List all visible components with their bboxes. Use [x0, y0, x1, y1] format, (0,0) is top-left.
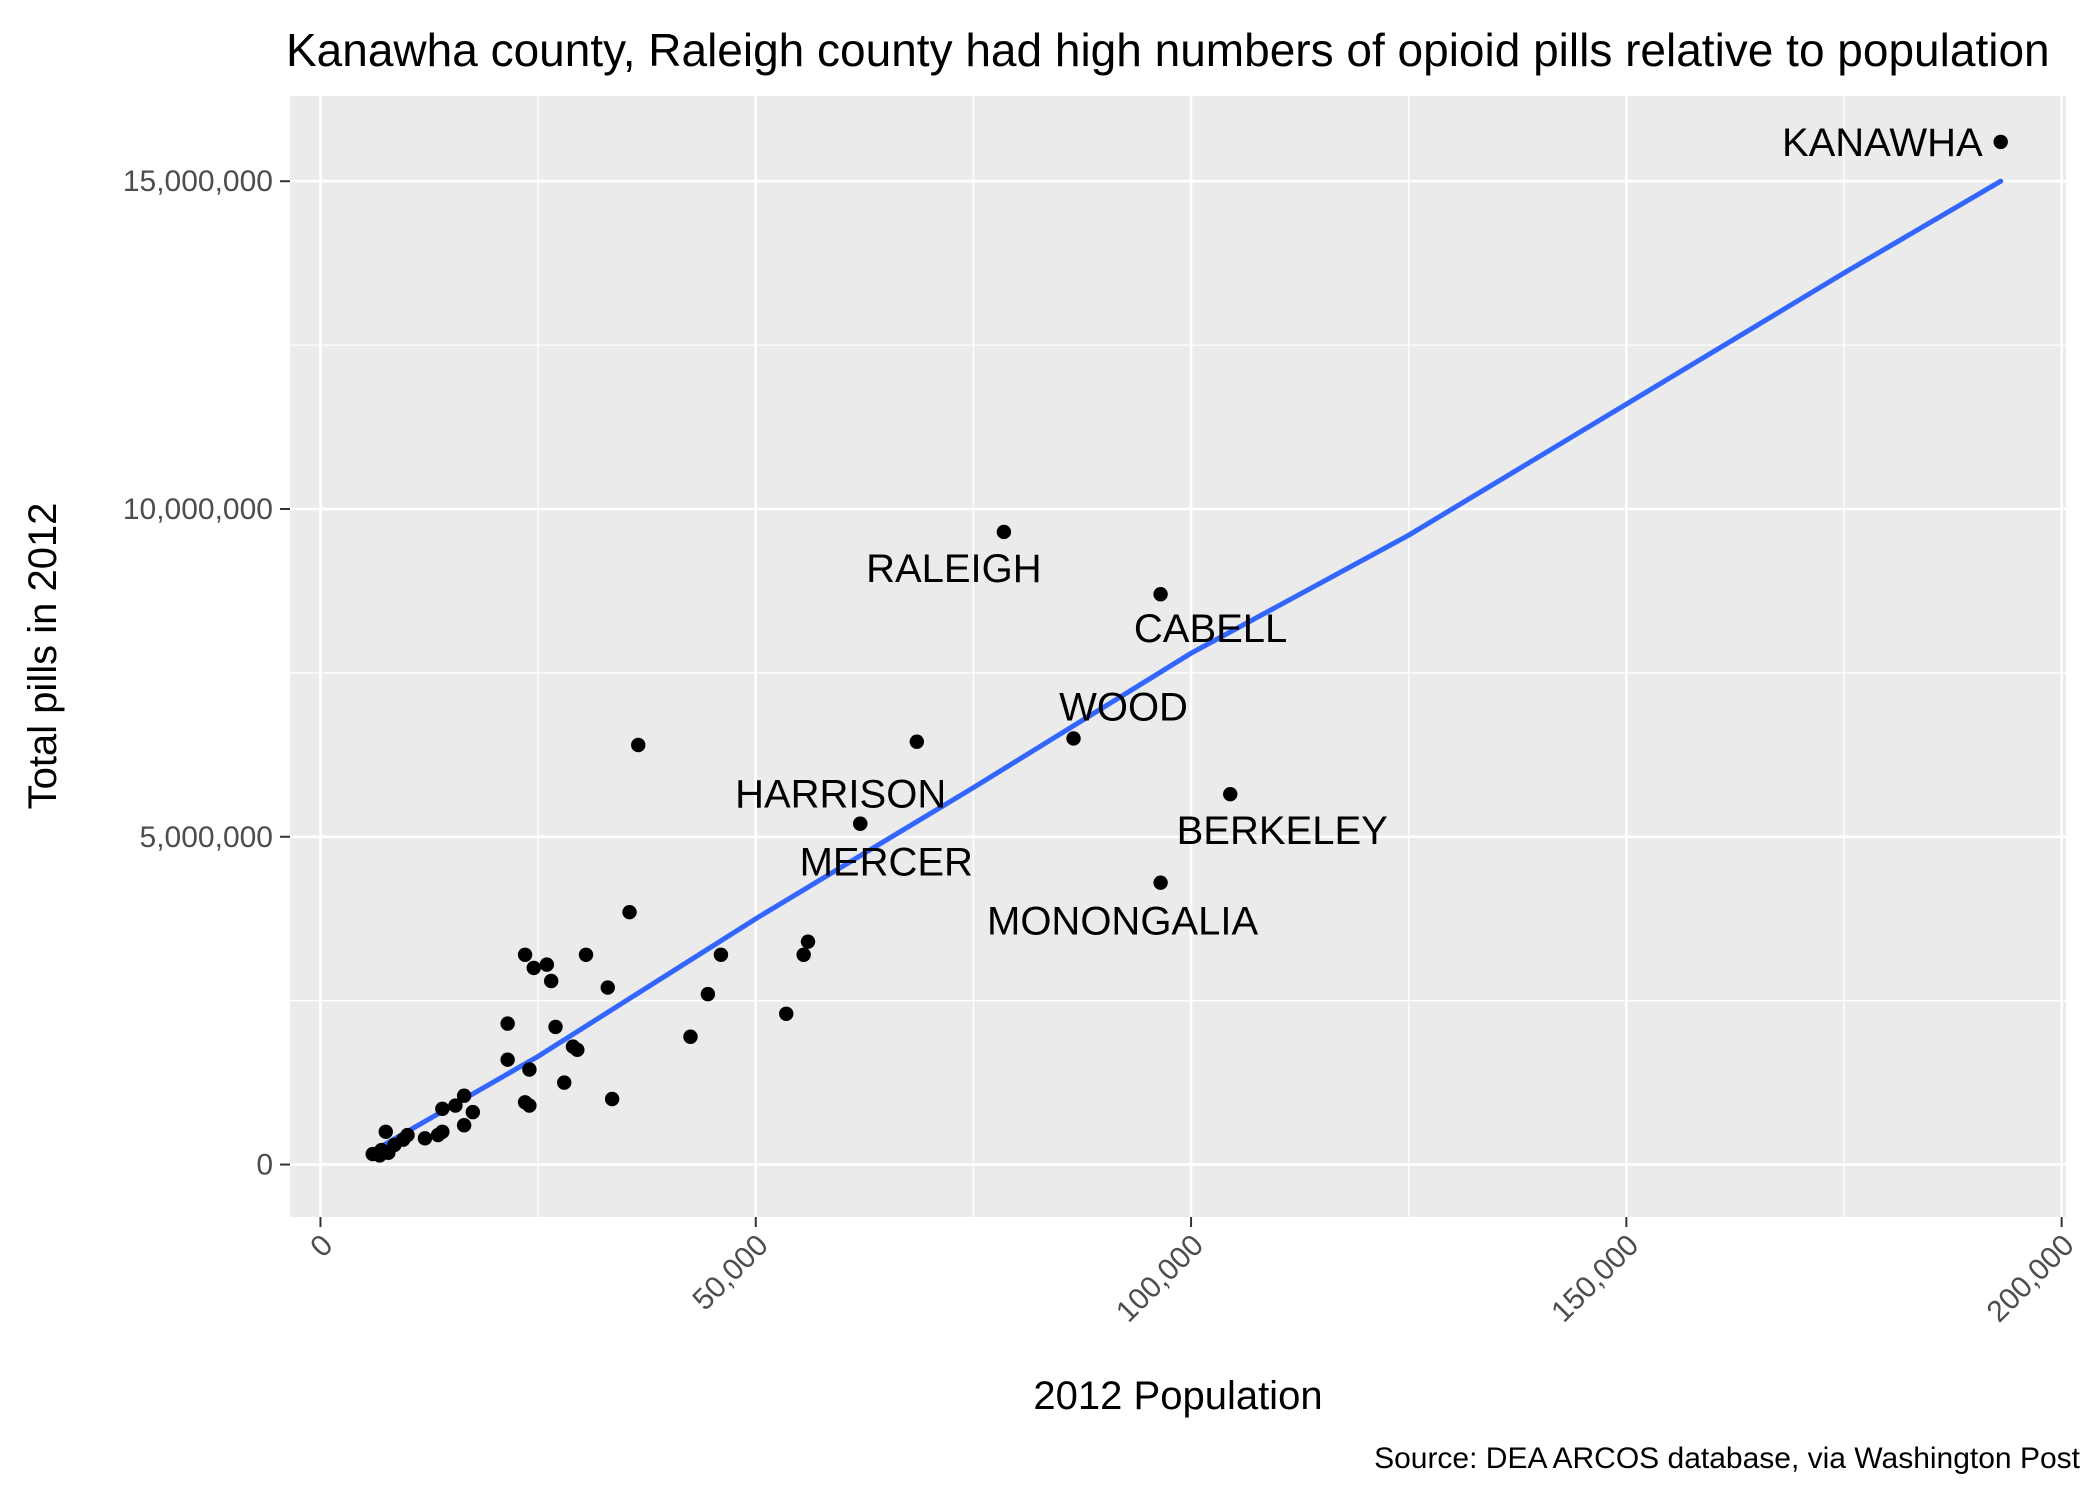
- data-point: [1153, 587, 1168, 602]
- data-point: [417, 1131, 433, 1146]
- data-point: [378, 1124, 393, 1139]
- data-point: [622, 904, 637, 920]
- data-point: [853, 816, 868, 831]
- x-tick-label: 200,000: [1981, 1229, 2081, 1329]
- x-axis-title: 2012 Population: [1033, 1374, 1322, 1418]
- data-point: [381, 1145, 396, 1160]
- plot-panel: KANAWHA RALEIGH CABELL WOOD HARRISON MERCER BE…: [290, 96, 2066, 1217]
- y-axis-title: Total pills in 2012: [21, 503, 65, 810]
- data-points: [365, 134, 2008, 1163]
- data-point: [683, 1029, 698, 1044]
- point-label-harrison: HARRISON: [735, 773, 946, 817]
- data-point: [570, 1042, 585, 1058]
- data-point: [631, 737, 646, 753]
- point-label-wood: WOOD: [1059, 685, 1188, 729]
- data-point: [578, 947, 594, 962]
- data-point: [604, 1091, 620, 1107]
- x-tick-label: 150,000: [1545, 1229, 1645, 1329]
- data-point: [539, 957, 555, 972]
- point-labels: KANAWHA RALEIGH CABELL WOOD HARRISON MERCER BE…: [735, 121, 1983, 944]
- data-point: [543, 973, 559, 989]
- data-point: [435, 1101, 450, 1117]
- data-point: [517, 947, 533, 962]
- data-point: [909, 734, 925, 749]
- chart-title: Kanawha county, Raleigh county had high …: [286, 24, 2050, 76]
- y-tick-label: 0: [256, 1149, 273, 1182]
- data-point: [996, 524, 1012, 540]
- data-point: [522, 1098, 537, 1113]
- y-axis: 0 5,000,000 10,000,000 15,000,000: [123, 165, 290, 1182]
- data-point: [465, 1104, 481, 1120]
- trend-line: [370, 178, 2004, 1154]
- data-point: [1153, 875, 1168, 890]
- data-point: [500, 1052, 515, 1067]
- data-point: [557, 1075, 572, 1090]
- data-point: [1223, 786, 1238, 802]
- major-gridlines: [290, 96, 2066, 1217]
- data-point: [779, 1006, 794, 1021]
- data-point: [1993, 134, 2008, 150]
- data-point: [500, 1016, 515, 1031]
- x-tick-label: 50,000: [686, 1229, 774, 1317]
- y-tick-label: 10,000,000: [123, 493, 273, 526]
- data-point: [700, 986, 716, 1002]
- x-tick-label: 100,000: [1110, 1229, 1210, 1329]
- data-point: [435, 1124, 450, 1139]
- x-tick-label: 0: [304, 1229, 339, 1264]
- data-point: [526, 960, 541, 976]
- y-tick-label: 5,000,000: [140, 821, 273, 854]
- data-point: [456, 1088, 472, 1103]
- data-point: [456, 1118, 472, 1133]
- point-label-mercer: MERCER: [800, 841, 973, 885]
- point-label-kanawha: KANAWHA: [1782, 121, 1983, 165]
- data-point: [548, 1019, 563, 1035]
- x-axis: 0 50,000 100,000 150,000 200,000: [304, 1217, 2081, 1329]
- data-point: [448, 1098, 463, 1113]
- data-point: [522, 1062, 537, 1077]
- data-point: [1066, 731, 1081, 746]
- panel-background: [290, 96, 2066, 1217]
- data-point: [800, 934, 816, 949]
- point-label-cabell: CABELL: [1134, 607, 1287, 651]
- point-label-berkeley: BERKELEY: [1177, 809, 1388, 853]
- trend-line-group: [370, 178, 2004, 1154]
- minor-gridlines: [290, 96, 2066, 1217]
- chart-caption: Source: DEA ARCOS database, via Washingt…: [1374, 1442, 2081, 1475]
- point-label-raleigh: RALEIGH: [866, 547, 1042, 591]
- point-label-monongalia: MONONGALIA: [987, 900, 1258, 944]
- data-point: [600, 980, 615, 995]
- data-point: [796, 947, 811, 962]
- y-tick-label: 15,000,000: [123, 165, 273, 198]
- data-point: [713, 947, 729, 962]
